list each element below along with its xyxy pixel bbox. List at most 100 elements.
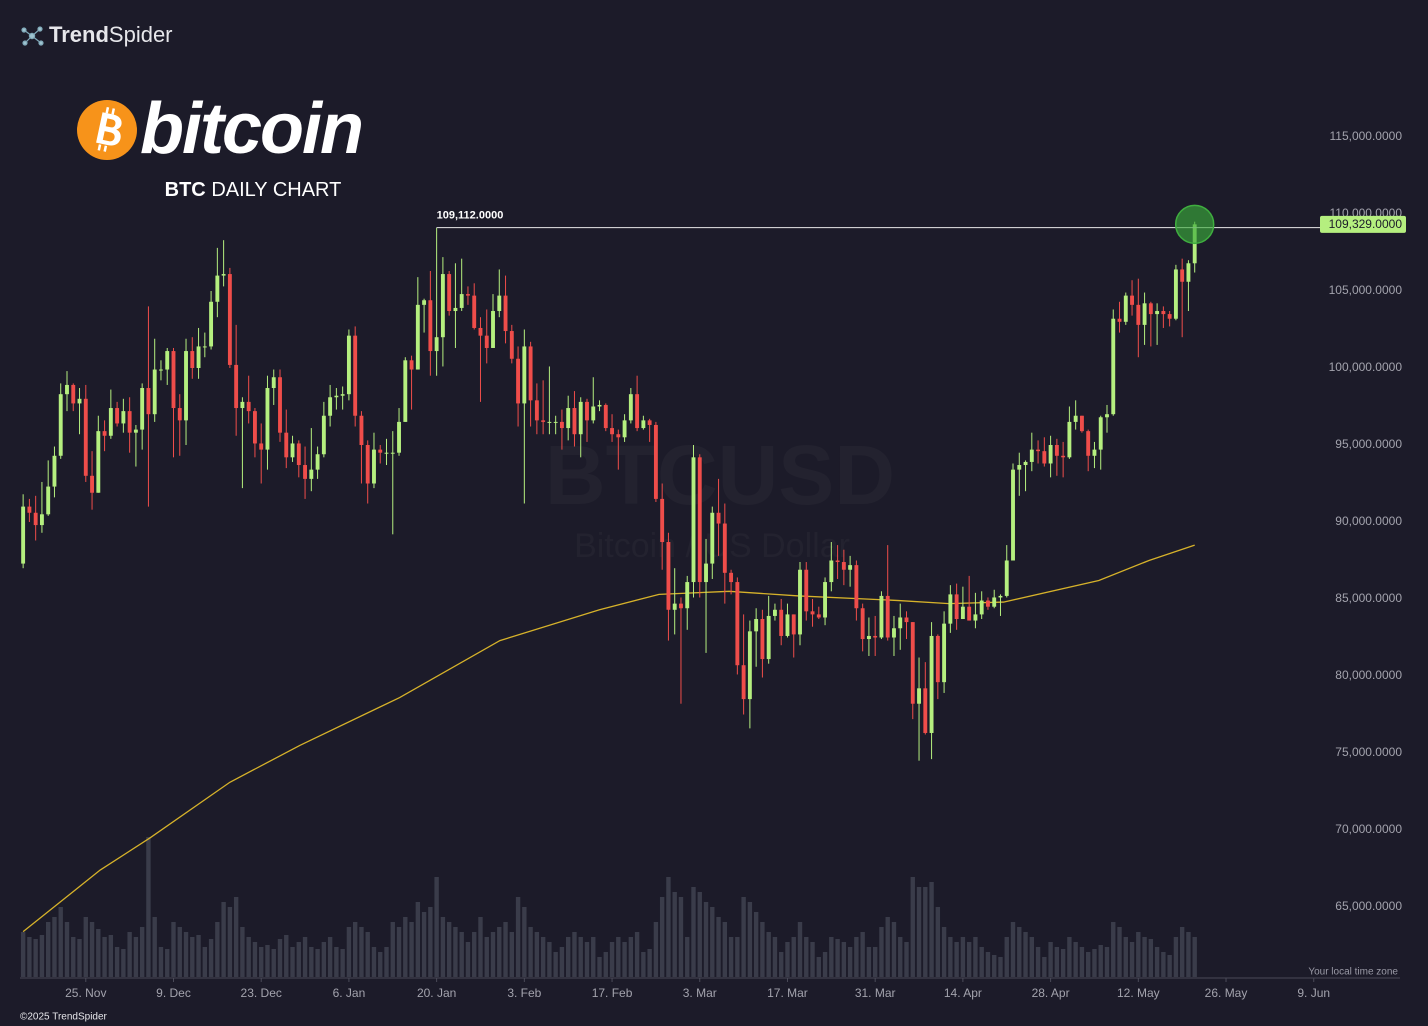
volume-bar: [935, 907, 941, 977]
volume-bar: [866, 947, 872, 977]
volume-bar: [979, 947, 984, 977]
candle-body: [102, 431, 107, 436]
y-tick-label: 90,000.0000: [1335, 514, 1402, 528]
volume-bar: [722, 922, 728, 977]
candle-body: [177, 408, 182, 421]
candle-body: [447, 274, 452, 312]
candle-body: [478, 327, 483, 336]
axis-layer: 65,000.0000 70,000.0000 75,000.0000 80,000.…: [65, 129, 1406, 1000]
timezone-note: Your local time zone: [1308, 967, 1398, 978]
volume-bar: [1192, 937, 1197, 977]
candle-body: [566, 408, 571, 429]
volume-bar: [1148, 939, 1154, 977]
volume-bar: [233, 897, 239, 977]
candle-body: [1086, 431, 1091, 456]
volume-bar: [246, 937, 251, 977]
volume-bar: [478, 917, 483, 977]
candle-body: [1148, 303, 1153, 315]
volume-bar: [960, 937, 966, 977]
volume-bar: [453, 927, 458, 977]
candle-body: [133, 429, 138, 433]
volume-bar: [966, 942, 972, 977]
volume-bar: [1054, 947, 1060, 977]
volume-bar: [177, 927, 182, 977]
candle-body: [171, 351, 176, 409]
volume-bar: [948, 937, 953, 977]
candle-body: [309, 469, 314, 479]
candle-body: [440, 274, 445, 338]
volume-bar: [822, 952, 828, 977]
candle-body: [77, 398, 82, 404]
x-tick-label: 17. Feb: [592, 986, 633, 1000]
candle-body: [39, 514, 44, 526]
candle-body: [685, 582, 690, 609]
candle-body: [910, 622, 915, 704]
volume-bar: [121, 949, 126, 977]
candle-body: [898, 617, 903, 629]
candle-body: [484, 335, 489, 348]
candle-body: [303, 465, 308, 479]
volume-bar: [772, 937, 778, 977]
candle-body: [121, 411, 126, 424]
volume-bar: [703, 902, 709, 977]
volume-bar: [879, 927, 884, 977]
candle-body: [892, 628, 896, 638]
candle-body: [340, 394, 345, 396]
volume-bar: [760, 922, 765, 977]
candle-body: [541, 420, 546, 422]
y-tick-label: 80,000.0000: [1335, 668, 1402, 682]
x-tick-label: 9. Jun: [1297, 986, 1330, 1000]
candle-body: [428, 300, 433, 352]
chart-subtitle: BTC DAILY CHART: [165, 179, 342, 201]
volume-bar: [459, 932, 464, 977]
volume-bar: [929, 882, 934, 977]
volume-bar: [741, 897, 746, 977]
volume-bar: [1010, 922, 1016, 977]
volume-bar: [797, 922, 803, 977]
volume-bar: [1035, 947, 1041, 977]
x-tick-label: 31. Mar: [855, 986, 896, 1000]
candle-body: [353, 335, 358, 416]
volume-bar: [1092, 949, 1097, 977]
volume-bar: [321, 942, 327, 977]
candle-body: [866, 635, 871, 640]
volume-bar: [691, 887, 696, 977]
candle-body: [1117, 318, 1122, 322]
high-marker-label: 109,112.0000: [437, 210, 504, 222]
volume-bar: [359, 927, 364, 977]
candle-body: [259, 443, 264, 450]
volume-bar: [1123, 937, 1128, 977]
candle-body: [1186, 263, 1191, 282]
volume-bar: [202, 947, 208, 977]
volume-bar: [992, 955, 997, 977]
volume-bar: [371, 947, 377, 977]
candle-body: [647, 420, 652, 425]
volume-bar: [378, 952, 383, 977]
volume-bar: [1086, 952, 1091, 977]
candle-body: [641, 420, 646, 429]
candle-body: [1042, 451, 1047, 464]
volume-bar: [1098, 945, 1103, 977]
x-tick-label: 3. Feb: [507, 986, 541, 1000]
y-tick-label: 65,000.0000: [1335, 899, 1402, 913]
volume-bar: [1042, 957, 1047, 977]
candle-body: [559, 421, 564, 429]
candle-body: [716, 512, 721, 524]
volume-bar: [622, 942, 627, 977]
y-tick-label: 75,000.0000: [1335, 745, 1402, 759]
candle-body: [798, 569, 802, 635]
candle-body: [202, 346, 207, 348]
candle-body: [296, 443, 301, 466]
volume-bar: [46, 922, 51, 977]
candle-body: [227, 274, 232, 365]
volume-bar: [716, 917, 721, 977]
volume-bar: [89, 922, 95, 977]
volume-bar: [898, 937, 903, 977]
y-tick-label: 95,000.0000: [1335, 437, 1402, 451]
volume-bar: [841, 942, 847, 977]
candle-body: [979, 600, 984, 615]
volume-bar: [1167, 955, 1172, 977]
x-tick-label: 28. Apr: [1032, 986, 1070, 1000]
last-price-highlight: [1174, 204, 1215, 245]
candle-body: [804, 569, 809, 612]
